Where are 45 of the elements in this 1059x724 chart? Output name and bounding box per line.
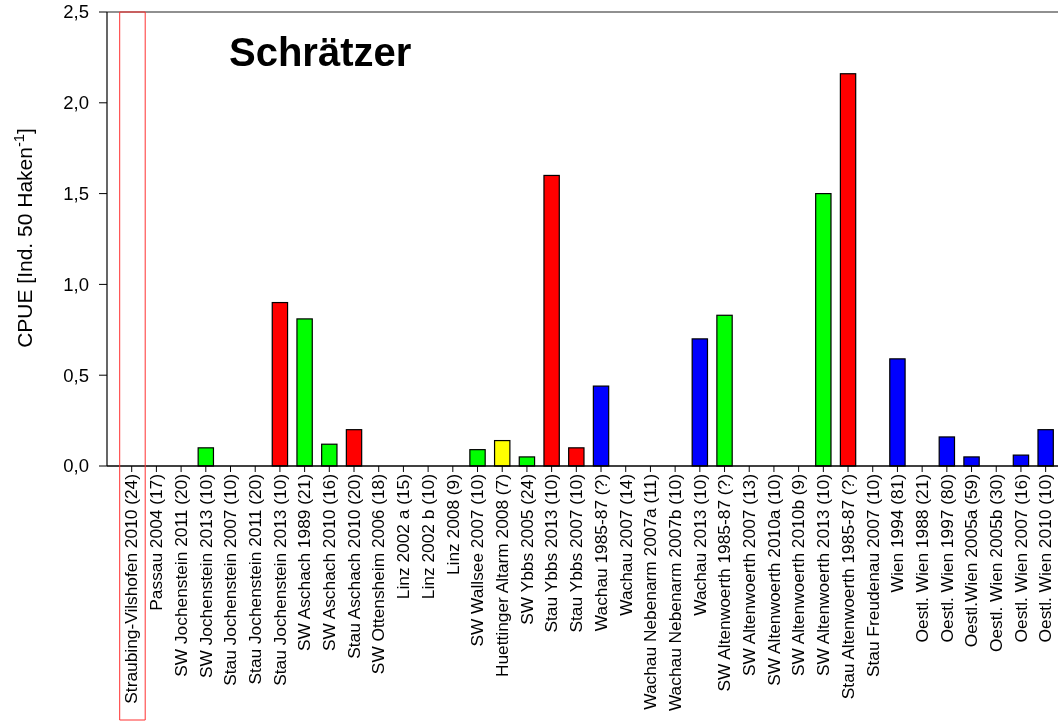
x-tick-label: SW Ottensheim 2006 (18) <box>369 474 389 675</box>
x-tick-label: Wachau Nebenarm 2007b (10) <box>666 474 685 712</box>
y-tick-label: 0,0 <box>63 455 89 477</box>
x-tick-label: Wachau Nebenarm 2007a (11) <box>641 474 661 710</box>
x-tick-label: Stau Freudenau 2007 (10) <box>863 474 883 678</box>
x-tick-label: SW Wallsee 2007 (10) <box>468 474 488 647</box>
x-tick-label: SW Altenwoerth 2010b (9) <box>789 474 809 677</box>
x-tick-label: Stau Ybbs 2013 (10) <box>542 474 562 633</box>
chart-title: Schrätzer <box>229 30 412 74</box>
x-tick-label: SW Jochenstein 2011 (20) <box>172 474 191 677</box>
x-tick-label: Stau Jochenstein 2011 (20) <box>246 474 265 685</box>
x-tick-label: SW Jochenstein 2013 (10) <box>196 474 216 679</box>
x-tick-label: Stau Altenwoerth 1985-87 (?) <box>839 474 858 700</box>
y-tick-label: 0,5 <box>63 364 89 386</box>
x-tick-label: Oestl. Wien 2005b (30) <box>987 474 1006 653</box>
x-tick-label: Linz 2008 (9) <box>443 474 463 576</box>
y-tick-label: 2,5 <box>63 1 89 23</box>
x-tick-label: Oestl. Wien 1997 (80) <box>937 474 957 643</box>
x-tick-label: SW Aschach 2010 (16) <box>320 474 339 652</box>
x-tick-label: Oestl. Wien 2007 (16) <box>1012 474 1031 643</box>
x-tick-label: Wachau 2007 (14) <box>616 474 636 616</box>
x-tick-label: SW Altenwoerth 2007 (13) <box>740 474 759 677</box>
x-tick-label: Linz 2002 b (10) <box>419 474 438 600</box>
x-tick-label: SW Altenwoerth 2013 (10) <box>814 474 834 677</box>
y-tick-label: 1,5 <box>63 183 89 205</box>
x-tick-label: Oestl. Wien 2010 (10) <box>1036 474 1056 643</box>
x-tick-label: Stau Ybbs 2007 (10) <box>567 474 586 633</box>
x-tick-label: Huettinger Altarm 2008 (7) <box>493 474 512 678</box>
y-tick-label: 2,0 <box>63 92 89 114</box>
x-tick-label: Stau Aschach 2010 (20) <box>345 474 364 659</box>
x-tick-label: Linz 2002 a (15) <box>394 474 414 600</box>
x-tick-label: SW Altenwoerth 2010a (10) <box>765 474 784 686</box>
x-tick-label: Straubing-Vilshofen 2010 (24) <box>122 474 142 704</box>
x-tick-label: SW Aschach 1989 (21) <box>295 474 315 652</box>
x-tick-label: Passau 2004 (17) <box>147 474 167 611</box>
y-tick-label: 1,0 <box>63 273 89 295</box>
x-tick-label: Oestl. Wien 1988 (21) <box>913 474 932 643</box>
x-tick-label: Wachau 1985-87 (?) <box>592 474 611 632</box>
x-tick-label: SW Altenwoerth 1985-87 (?) <box>715 474 735 692</box>
x-tick-label: Wien 1994 (81) <box>888 474 908 593</box>
x-tick-label: Stau Jochenstein 2007 (10) <box>221 474 241 686</box>
x-tick-label: Wachau 2013 (10) <box>690 474 710 616</box>
x-tick-label: SW Ybbs 2005 (24) <box>518 474 537 625</box>
x-tick-label: Stau Jochenstein 2013 (10) <box>271 474 290 686</box>
x-tick-label: Oestl.Wien 2005a (59) <box>962 474 982 648</box>
